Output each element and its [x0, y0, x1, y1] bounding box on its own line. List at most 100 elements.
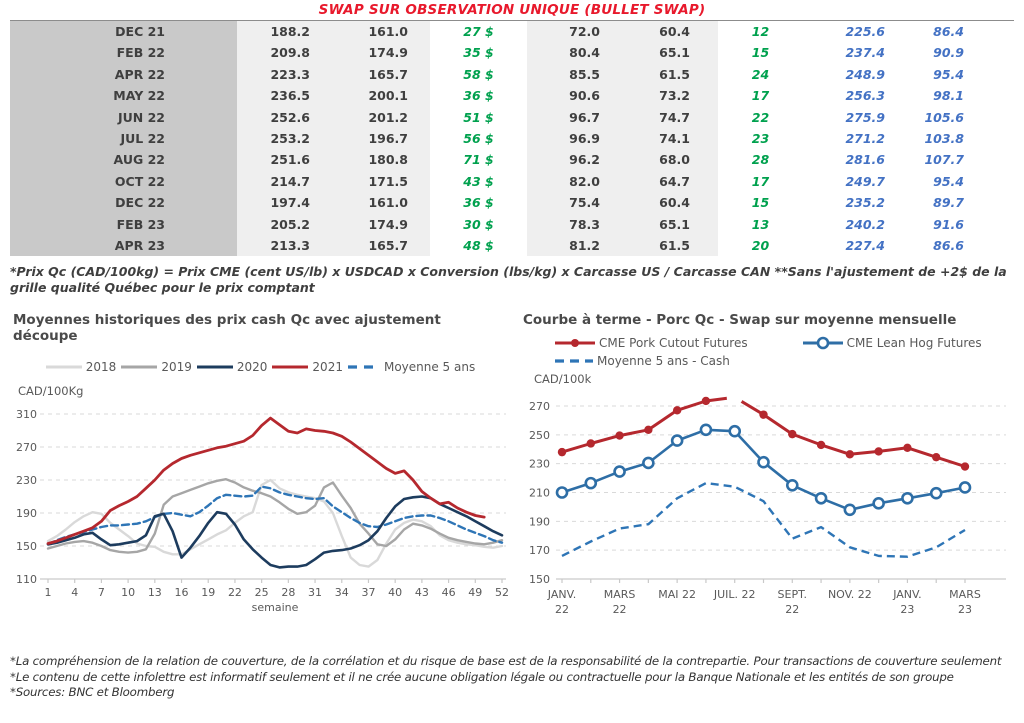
- x-axis-title: semaine: [252, 601, 299, 614]
- x-tick-label: 13: [148, 586, 162, 599]
- table-cell: 256.3: [803, 85, 903, 107]
- x-tick-label: 22: [555, 603, 569, 616]
- x-tick-label: 37: [361, 586, 375, 599]
- series-line-2018: [46, 478, 504, 568]
- x-tick-label: 10: [121, 586, 135, 599]
- x-tick-label: 4: [71, 586, 78, 599]
- table-cell: 236.5: [237, 85, 322, 107]
- table-cell: 75.4: [527, 192, 612, 214]
- x-tick-label: 1: [45, 586, 52, 599]
- table-row: DEC 22 197.4 161.0 36 $75.4 60.4 15 235.2 89.7: [10, 192, 1014, 214]
- row-month-label: JUN 22: [10, 106, 237, 128]
- right-chart-title: Courbe à terme - Porc Qc - Swap sur moye…: [523, 312, 957, 328]
- x-tick-label: SEPT.: [778, 588, 807, 601]
- table-row: APR 22 223.3 165.7 58 $85.5 61.5 24 248.9 95.4: [10, 63, 1014, 86]
- table-cell: 86.4: [903, 21, 1014, 43]
- x-tick-label: 16: [175, 586, 189, 599]
- table-cell: 13: [718, 213, 803, 235]
- pork-cutout-marker: [960, 462, 970, 471]
- line-swatch-2021-icon: [272, 365, 309, 369]
- table-cell: 24: [718, 63, 803, 86]
- table-cell: 213.3: [237, 234, 322, 257]
- table-cell: 30 $: [430, 213, 527, 235]
- table-cell: 81.2: [527, 234, 612, 257]
- pork-cutout-marker: [701, 396, 711, 406]
- table-row: FEB 22 209.8 174.9 35 $80.4 65.1 15 237.4 90.9: [10, 42, 1014, 64]
- table-cell: 214.7: [237, 170, 322, 193]
- y-tick-label: 270: [529, 400, 550, 413]
- line-gap-mask: [726, 389, 743, 406]
- table-cell: 80.4: [527, 42, 612, 64]
- table-cell: 161.0: [322, 192, 430, 214]
- table-cell: 95.4: [903, 170, 1014, 193]
- x-tick-label: 23: [958, 603, 972, 616]
- forward-curve-chart-svg: 150 170 190 210 230 250 270 JANV. 22 MARS 22 MAI 22…: [529, 389, 1006, 616]
- pork-cutout-marker: [845, 450, 855, 459]
- table-cell: 107.7: [903, 149, 1014, 171]
- x-tick-label: JANV.: [892, 588, 921, 601]
- forward-curve-panel: Courbe à terme - Porc Qc - Swap sur moye…: [520, 312, 1024, 647]
- lean-hog-marker: [785, 478, 799, 492]
- swap-table: DEC 21 188.2 161.0 27 $72.0 60.4 12 225.6 86.4 F…: [10, 20, 1014, 257]
- x-tick-label: 22: [228, 586, 242, 599]
- table-cell: 161.0: [322, 21, 430, 43]
- right-y-unit: CAD/100k: [534, 372, 592, 386]
- series-line-moyenne-5-ans-cash: [561, 481, 966, 558]
- y-tick-label: 150: [529, 573, 550, 586]
- y-tick-label: 190: [529, 515, 550, 528]
- legend-label: CME Lean Hog Futures: [846, 336, 982, 350]
- right-chart-legend-row2: Moyenne 5 ans - Cash: [520, 354, 1024, 368]
- table-row: APR 23 213.3 165.7 48 $81.2 61.5 20 227.4 86.6: [10, 234, 1014, 257]
- legend-label: 2020: [236, 360, 268, 374]
- line-swatch-2018-icon: [45, 365, 82, 369]
- legend-label: Moyenne 5 ans - Cash: [597, 354, 730, 368]
- x-tick-label: 43: [415, 586, 429, 599]
- table-row: AUG 22 251.6 180.8 71 $96.2 68.0 28 281.6 107.7: [10, 149, 1014, 171]
- row-month-label: APR 22: [10, 63, 237, 86]
- x-tick-label: MARS: [949, 588, 981, 601]
- blue-circle-line-swatch-icon: [802, 336, 843, 350]
- legend-item-moyenne-5-ans: Moyenne 5 ans: [347, 360, 475, 374]
- table-cell: 27 $: [430, 21, 527, 43]
- pork-cutout-marker: [932, 452, 941, 462]
- lean-hog-marker: [728, 424, 742, 438]
- table-row: MAY 22 236.5 200.1 36 $90.6 73.2 17 256.3 98.1: [10, 85, 1014, 107]
- table-cell: 12: [718, 21, 803, 43]
- pork-cutout-marker: [644, 425, 653, 434]
- row-month-label: FEB 23: [10, 213, 237, 235]
- x-tick-label: 22: [613, 603, 627, 616]
- lean-hog-marker: [901, 491, 914, 505]
- table-cell: 252.6: [237, 106, 322, 128]
- line-swatch-2020-icon: [196, 365, 233, 369]
- legend-label: CME Pork Cutout Futures: [599, 336, 748, 350]
- row-month-label: OCT 22: [10, 170, 237, 193]
- table-cell: 90.6: [527, 85, 612, 107]
- series-line-2020: [46, 495, 504, 569]
- table-cell: 15: [718, 42, 803, 64]
- disclaimer-line: *Le contenu de cette infolettre est info…: [10, 669, 954, 684]
- row-month-label: DEC 22: [10, 192, 237, 214]
- legend-item-moyenne-cash: Moyenne 5 ans - Cash: [554, 354, 730, 368]
- lean-hog-marker: [670, 434, 684, 447]
- table-cell: 197.4: [237, 192, 322, 214]
- lean-hog-marker: [555, 486, 569, 499]
- x-tick-label: 22: [785, 603, 799, 616]
- table-footnote: *Prix Qc (CAD/100kg) = Prix CME (cent US…: [10, 264, 1007, 295]
- table-cell: 249.7: [803, 170, 903, 193]
- historical-prices-panel: Moyennes historiques des prix cash Qc av…: [10, 312, 510, 647]
- series-line-moyenne-5-ans: [46, 485, 504, 546]
- x-tick-label: 46: [442, 586, 456, 599]
- table-cell: 165.7: [322, 63, 430, 86]
- x-tick-label: JUIL. 22: [713, 588, 756, 601]
- y-tick-label: 310: [16, 408, 37, 421]
- left-y-unit: CAD/100Kg: [18, 384, 84, 398]
- table-cell: 253.2: [237, 127, 322, 150]
- legend-item-2018: 2018: [45, 360, 116, 374]
- x-tick-label: JANV.: [547, 588, 576, 601]
- table-cell: 251.6: [237, 149, 322, 171]
- table-row: JUL 22 253.2 196.7 56 $96.9 74.1 23 271.2 103.8: [10, 127, 1014, 150]
- table-cell: 105.6: [903, 106, 1014, 128]
- table-row: FEB 23 205.2 174.9 30 $78.3 65.1 13 240.2 91.6: [10, 213, 1014, 235]
- legend-item-lean-hog: CME Lean Hog Futures: [802, 336, 982, 350]
